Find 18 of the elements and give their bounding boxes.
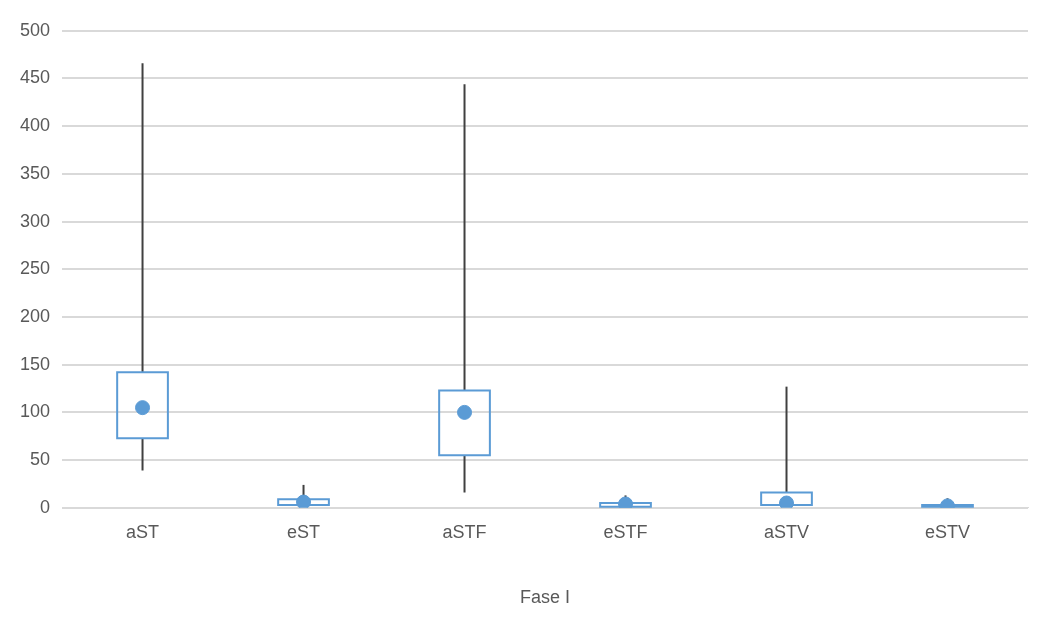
- y-tick-label: 0: [40, 496, 51, 517]
- y-tick-label: 400: [19, 115, 51, 136]
- x-tick-label: eSTV: [924, 521, 971, 542]
- y-tick-label: 100: [19, 401, 51, 422]
- y-tick-label: 450: [19, 67, 51, 88]
- x-tick-label: aSTF: [442, 521, 487, 542]
- y-tick-label: 350: [19, 162, 51, 183]
- x-tick-label: aST: [126, 521, 160, 542]
- y-tick-label: 250: [19, 258, 51, 279]
- y-tick-label: 50: [30, 449, 51, 470]
- x-tick-label: eST: [287, 521, 321, 542]
- y-tick-label: 150: [19, 353, 51, 374]
- x-tick-label: aSTV: [763, 521, 810, 542]
- y-tick-label: 300: [19, 210, 51, 231]
- x-tick-label: eSTF: [603, 521, 648, 542]
- y-tick-label: 200: [19, 305, 51, 326]
- y-tick-label: 500: [19, 19, 51, 40]
- x-axis-title: Fase I: [520, 587, 571, 608]
